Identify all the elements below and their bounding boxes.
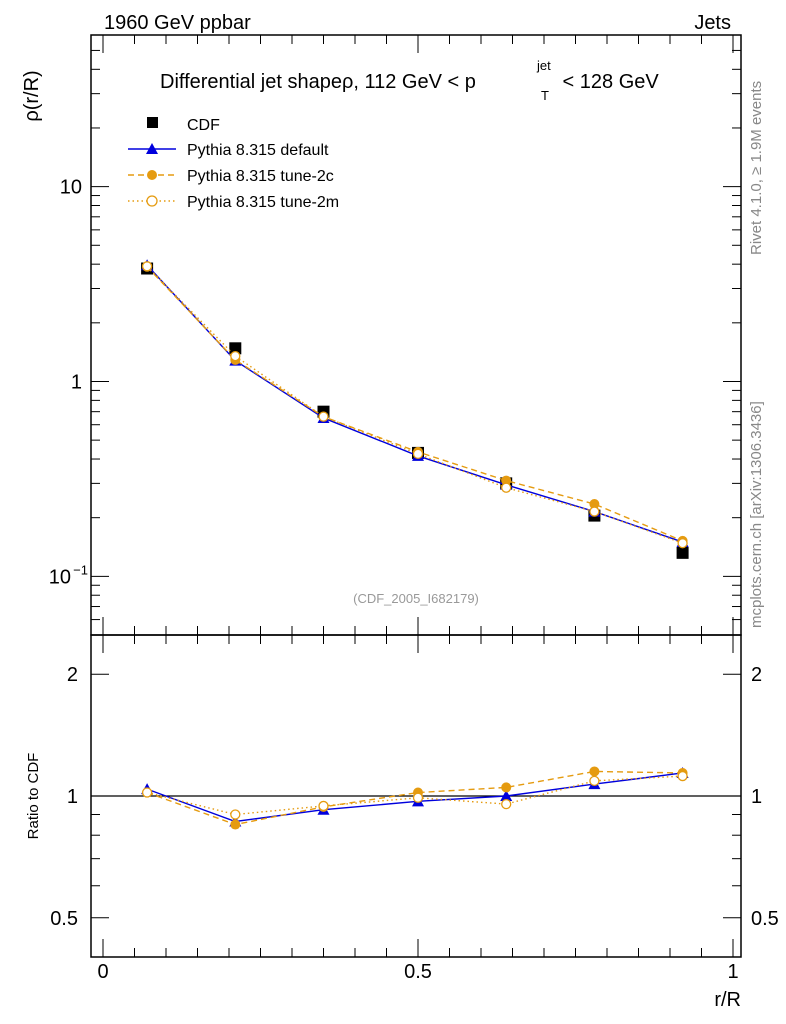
ratio-marker-default: [500, 790, 513, 801]
chart-title-suffix: < 128 GeV: [557, 71, 659, 93]
main-marker-tune2m: [589, 506, 600, 517]
main-series-group: [141, 259, 689, 559]
x-axis-label: r/R: [714, 989, 741, 1011]
legend-marker-data: [147, 117, 158, 128]
ratio-marker-tune2m: [589, 775, 600, 787]
ratio-y-tick-label-right: 2: [751, 664, 762, 686]
main-y-axis-label: ρ(r/R): [21, 70, 43, 121]
chart-title-sub: T: [541, 88, 549, 103]
legend-label-data: CDF: [187, 117, 220, 134]
main-line-tune2c: [146, 266, 683, 542]
x-tick-label: 1: [727, 961, 738, 983]
ratio-marker-tune2c: [501, 782, 512, 793]
main-marker-tune2c: [501, 475, 512, 486]
legend-marker-tune2m: [146, 195, 158, 207]
ratio-y-tick-label: 0.5: [50, 908, 78, 930]
main-marker-data: [676, 546, 689, 559]
ratio-series-group: [141, 766, 689, 830]
main-marker-tune2c: [589, 499, 600, 510]
legend-label-tune2c: Pythia 8.315 tune-2c: [187, 168, 334, 185]
legend-label-default: Pythia 8.315 default: [187, 142, 329, 159]
main-marker-tune2m: [141, 261, 153, 272]
main-y-tick-label: 1: [71, 371, 82, 393]
main-marker-tune2m: [230, 350, 241, 362]
main-marker-tune2m: [501, 482, 512, 493]
main-y-tick-exponent: −1: [73, 562, 88, 577]
ratio-marker-tune2m: [501, 798, 512, 810]
chart-title-prefix: Differential jet shapeρ, 112 GeV < p: [160, 71, 476, 93]
ratio-panel-ticks: [91, 635, 741, 958]
main-marker-tune2m: [677, 538, 688, 549]
main-marker-data: [229, 342, 242, 355]
ratio-y-axis-label: Ratio to CDF: [25, 753, 42, 840]
main-line-tune2m: [146, 265, 683, 544]
category-label: Jets: [694, 12, 731, 34]
main-marker-tune2m: [318, 411, 329, 422]
chart-title: Differential jet shapeρ, 112 GeV < p: [160, 71, 476, 93]
rivet-version-label: Rivet 4.1.0, ≥ 1.9M events: [748, 81, 765, 255]
legend-label-tune2m: Pythia 8.315 tune-2m: [187, 194, 339, 211]
ratio-marker-tune2m: [412, 792, 424, 803]
ratio-y-tick-label-right: 0.5: [751, 908, 779, 930]
main-panel-ticks: [91, 34, 741, 636]
mcplots-reference-label: mcplots.cern.ch [arXiv:1306.3436]: [748, 401, 765, 628]
ratio-y-tick-label: 2: [67, 664, 78, 686]
energy-label: 1960 GeV ppbar: [104, 12, 251, 34]
main-y-tick-label: 10: [60, 177, 82, 199]
main-marker-tune2m: [412, 448, 424, 460]
legend-marker-default: [146, 143, 158, 154]
main-line-default: [146, 264, 683, 543]
main-y-tick-label: 10: [49, 566, 71, 588]
ratio-marker-tune2c: [589, 766, 600, 777]
analysis-watermark: (CDF_2005_I682179): [353, 591, 479, 606]
ratio-y-tick-label: 1: [67, 786, 78, 808]
ratio-y-tick-label-right: 1: [751, 786, 762, 808]
x-tick-label: 0.5: [404, 961, 432, 983]
ratio-marker-tune2m: [141, 787, 153, 798]
x-tick-label: 0: [97, 961, 108, 983]
ratio-marker-tune2m: [677, 770, 688, 782]
ratio-marker-tune2m: [318, 800, 329, 812]
legend: CDF Pythia 8.315 default Pythia 8.315 tu…: [128, 117, 339, 211]
legend-marker-tune2c: [147, 170, 157, 180]
ratio-marker-tune2m: [230, 809, 241, 820]
chart-title-sup: jet: [536, 58, 551, 73]
ratio-marker-tune2c: [230, 819, 241, 830]
